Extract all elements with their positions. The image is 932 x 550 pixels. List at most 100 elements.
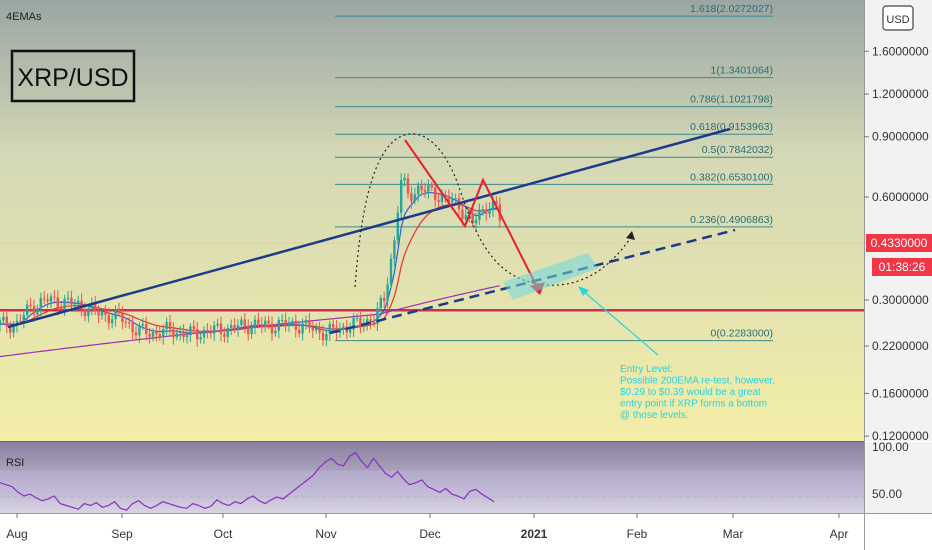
time-tick-label: Dec: [419, 527, 440, 541]
time-tick-label: Apr: [830, 527, 849, 541]
candle-body: [311, 327, 314, 331]
fib-level-label: 0.786(1.1021798): [690, 94, 773, 106]
trend-line-solid[interactable]: [7, 127, 731, 329]
price-tick-label: 0.9000000: [872, 130, 929, 144]
time-tick-label: Sep: [111, 527, 133, 541]
candle-body: [9, 326, 12, 333]
candle-body: [383, 297, 386, 302]
candle-body: [165, 322, 168, 330]
candle-body: [43, 298, 46, 300]
currency-label[interactable]: USD: [886, 14, 909, 26]
candle-body: [155, 332, 158, 334]
time-tick-label: 2021: [521, 527, 548, 541]
time-tick-label: Nov: [315, 527, 336, 541]
candle-body: [73, 303, 76, 305]
candle-body: [332, 323, 335, 328]
candle-body: [145, 323, 148, 334]
price-axis-background: [864, 0, 932, 441]
candle-body: [321, 332, 325, 341]
time-axis-background: [0, 513, 932, 550]
candle-body: [5, 316, 8, 327]
candle-body: [454, 198, 457, 200]
candle-body: [36, 308, 39, 315]
time-tick-label: Feb: [627, 527, 648, 541]
candle-body: [451, 199, 454, 203]
rsi-pane-background: [0, 442, 864, 513]
fib-level-label: 0.382(0.6530100): [690, 171, 773, 183]
candle-body: [80, 300, 83, 309]
currency-button[interactable]: [882, 5, 914, 31]
candle-body: [12, 324, 15, 333]
indicator-label[interactable]: 4EMAs: [6, 11, 42, 23]
candle-body: [423, 189, 427, 192]
fib-level-label: 0.618(0.9153963): [690, 121, 773, 133]
candle-body: [148, 333, 151, 337]
candle-body: [124, 321, 127, 323]
candle-body: [376, 308, 379, 324]
candle-body: [29, 304, 32, 307]
price-tick-label: 0.6000000: [872, 190, 929, 204]
candle-body: [284, 319, 287, 326]
price-tick-label: 0.2200000: [872, 339, 929, 353]
price-tick-label: 1.2000000: [872, 87, 929, 101]
candle-body: [202, 329, 206, 338]
candle-body: [131, 322, 134, 333]
rsi-label[interactable]: RSI: [6, 457, 24, 469]
candle-body: [434, 187, 437, 200]
candle-body: [481, 209, 484, 211]
candle-body: [270, 323, 274, 334]
candle-body: [495, 200, 498, 205]
red-zigzag-pattern: [404, 139, 541, 294]
candle-body: [216, 323, 219, 326]
candle-body: [128, 322, 131, 324]
candle-body: [400, 180, 403, 213]
candle-body: [26, 304, 29, 315]
annotation-line: $0.29 to $0.39 would be a great: [620, 387, 761, 398]
candle-body: [199, 337, 202, 340]
candle-body: [342, 326, 345, 329]
annotation-line: Entry Level:: [620, 364, 673, 375]
candle-body: [250, 326, 253, 335]
candle-body: [427, 185, 430, 192]
candle-body: [464, 215, 467, 220]
candle-body: [403, 178, 406, 181]
candle-body: [488, 209, 491, 214]
candle-body: [369, 319, 372, 323]
price-pane-background: [0, 0, 864, 441]
candle-body: [63, 298, 66, 309]
fib-level-label: 0.236(0.4906863): [690, 214, 773, 226]
candle-body: [94, 303, 97, 311]
candle-body: [53, 296, 56, 298]
candle-body: [318, 327, 321, 333]
candle-body: [437, 199, 440, 203]
candle-body: [257, 319, 260, 324]
last-price-tag: [866, 234, 932, 252]
rsi-line: [0, 451, 495, 511]
candle-body: [461, 209, 464, 220]
candle-body: [291, 320, 294, 323]
symbol-box: [10, 49, 136, 103]
candle-body: [247, 326, 250, 335]
candle-body: [389, 258, 393, 285]
last-price-text: 0.4330000: [871, 236, 928, 250]
entry-zone[interactable]: [503, 253, 598, 300]
fib-level-label: 0(0.2283000): [711, 328, 773, 340]
candle-body: [172, 329, 175, 338]
annotation-line: @ those levels.: [620, 410, 689, 421]
candle-body: [100, 311, 104, 316]
candle-body: [226, 327, 229, 338]
fib-level-label: 1.618(2.0272027): [690, 3, 773, 15]
candle-body: [298, 329, 301, 334]
fib-level-label: 0.5(0.7842032): [702, 144, 773, 156]
entry-arrowhead: [578, 286, 589, 296]
candle-body: [386, 284, 389, 302]
candle-body: [410, 193, 413, 202]
candle-body: [32, 306, 36, 315]
candle-body: [117, 309, 121, 314]
rsi-tick-label: 50.00: [872, 487, 902, 501]
candle-body: [175, 333, 178, 338]
candle-body: [379, 297, 382, 309]
candle-body: [138, 325, 141, 336]
candle-body: [46, 299, 49, 302]
candle-body: [22, 314, 25, 322]
